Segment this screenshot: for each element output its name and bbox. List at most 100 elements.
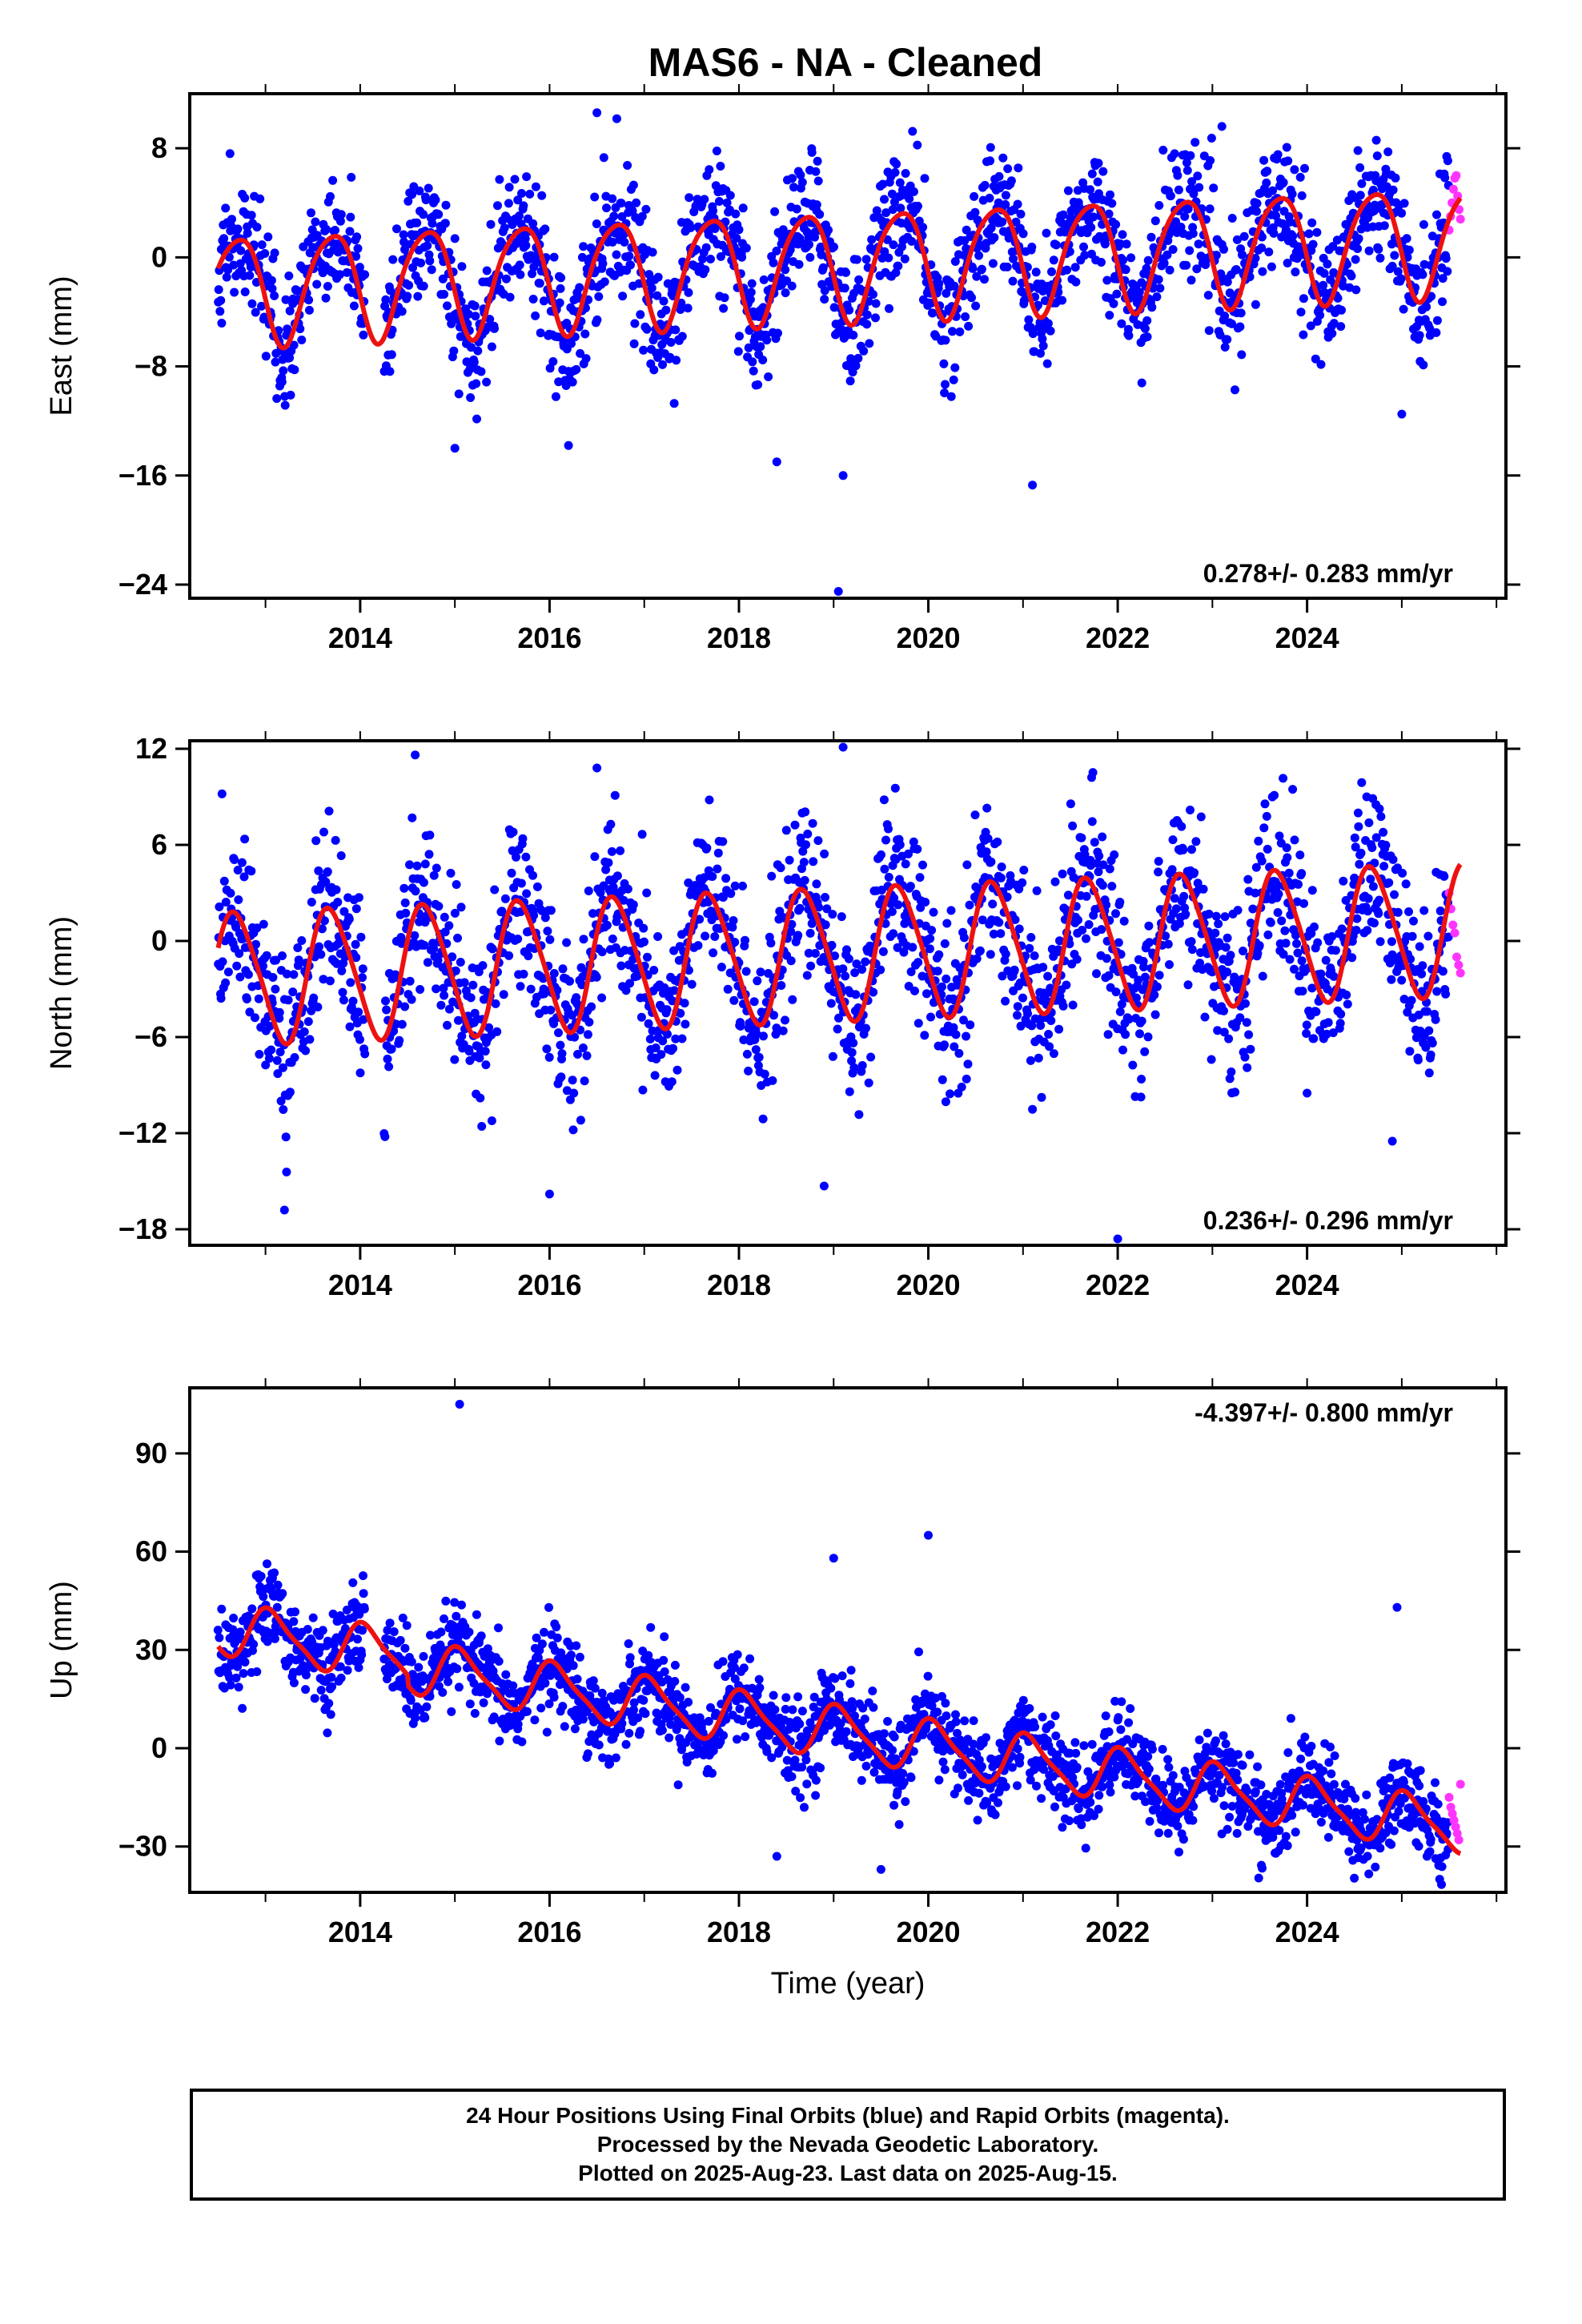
final-orbit-point: [1393, 907, 1403, 917]
final-orbit-point: [904, 982, 913, 991]
final-orbit-point: [280, 400, 290, 410]
final-orbit-point: [996, 929, 1006, 939]
final-orbit-point: [221, 898, 231, 907]
final-orbit-point: [772, 457, 781, 467]
final-orbit-point: [951, 1030, 961, 1039]
final-orbit-point: [658, 360, 667, 369]
final-orbit-point: [1351, 926, 1361, 935]
final-orbit-point: [1183, 204, 1193, 214]
final-orbit-point: [1147, 303, 1157, 312]
final-orbit-point: [1058, 869, 1067, 879]
final-orbit-point: [871, 299, 881, 308]
final-orbit-point: [1347, 953, 1357, 963]
final-orbit-point: [718, 893, 728, 902]
final-orbit-point: [1293, 948, 1303, 958]
x-tick-label: 2016: [517, 621, 581, 654]
final-orbit-point: [1404, 245, 1414, 255]
final-orbit-point: [594, 292, 604, 301]
final-orbit-point: [778, 1026, 788, 1035]
final-orbit-point: [1399, 199, 1409, 208]
final-orbit-point: [1390, 890, 1399, 899]
final-orbit-point: [357, 1650, 367, 1659]
final-orbit-point: [764, 372, 773, 381]
final-orbit-point: [251, 308, 260, 317]
final-orbit-point: [719, 1731, 729, 1740]
final-orbit-point: [962, 1074, 971, 1084]
final-orbit-point: [608, 934, 617, 943]
final-orbit-point: [592, 219, 601, 228]
final-orbit-point: [849, 1063, 859, 1072]
final-orbit-point: [454, 389, 464, 399]
final-orbit-point: [787, 281, 797, 291]
final-orbit-point: [738, 881, 747, 891]
final-orbit-point: [754, 1675, 764, 1684]
final-orbit-point: [793, 931, 803, 940]
final-orbit-point: [411, 750, 420, 760]
final-orbit-point: [318, 268, 327, 278]
final-orbit-point: [222, 272, 231, 282]
final-orbit-point: [331, 885, 341, 895]
final-orbit-point: [840, 283, 849, 293]
y-tick-label: −18: [118, 1212, 167, 1245]
final-orbit-point: [422, 1702, 432, 1711]
final-orbit-point: [642, 324, 652, 334]
final-orbit-point: [1240, 1052, 1250, 1062]
final-orbit-point: [767, 871, 777, 881]
final-orbit-point: [267, 1045, 276, 1055]
final-orbit-point: [1143, 255, 1153, 265]
final-orbit-point: [554, 1028, 563, 1038]
final-orbit-point: [556, 283, 565, 293]
final-orbit-point: [798, 846, 808, 856]
final-orbit-point: [1088, 768, 1098, 778]
final-orbit-point: [1329, 319, 1339, 328]
final-orbit-point: [218, 957, 227, 967]
final-orbit-point: [710, 932, 720, 941]
final-orbit-point: [862, 310, 872, 320]
final-orbit-point: [1438, 967, 1447, 976]
final-orbit-point: [612, 250, 621, 259]
final-orbit-point: [345, 227, 355, 236]
final-orbit-point: [820, 286, 829, 296]
final-orbit-point: [407, 995, 416, 1004]
final-orbit-point: [719, 304, 729, 313]
final-orbit-point: [986, 156, 995, 166]
final-orbit-point: [933, 967, 942, 976]
final-orbit-point: [773, 328, 782, 338]
final-orbit-point: [1058, 1001, 1068, 1011]
final-orbit-point: [566, 1651, 576, 1660]
final-orbit-point: [851, 990, 861, 999]
final-orbit-point: [522, 1707, 532, 1716]
final-orbit-point: [755, 1683, 765, 1692]
final-orbit-point: [1150, 1010, 1160, 1019]
final-orbit-point: [982, 803, 992, 813]
final-orbit-point: [245, 1007, 255, 1017]
final-orbit-point: [1117, 319, 1126, 328]
final-orbit-point: [878, 179, 888, 189]
final-orbit-point: [623, 161, 632, 170]
final-orbit-point: [922, 989, 931, 999]
final-orbit-point: [271, 955, 281, 965]
final-orbit-point: [1440, 173, 1450, 183]
final-orbit-point: [821, 893, 829, 902]
final-orbit-point: [606, 819, 616, 829]
final-orbit-point: [808, 818, 817, 828]
final-orbit-point: [1191, 138, 1200, 147]
final-orbit-point: [963, 1059, 973, 1069]
final-orbit-point: [749, 997, 759, 1007]
final-orbit-point: [1263, 930, 1273, 939]
final-orbit-point: [741, 243, 751, 253]
final-orbit-point: [900, 919, 909, 928]
final-orbit-point: [516, 270, 525, 279]
final-orbit-point: [273, 1580, 283, 1590]
final-orbit-point: [1353, 146, 1363, 155]
final-orbit-point: [915, 873, 925, 883]
final-orbit-point: [826, 999, 836, 1008]
final-orbit-point: [1424, 1026, 1434, 1035]
final-orbit-point: [954, 1048, 964, 1058]
final-orbit-point: [795, 903, 805, 913]
final-orbit-point: [972, 954, 982, 963]
final-orbit-point: [1387, 975, 1396, 984]
final-orbit-point: [427, 265, 436, 275]
final-orbit-point: [382, 1005, 391, 1015]
final-orbit-point: [578, 1043, 588, 1052]
